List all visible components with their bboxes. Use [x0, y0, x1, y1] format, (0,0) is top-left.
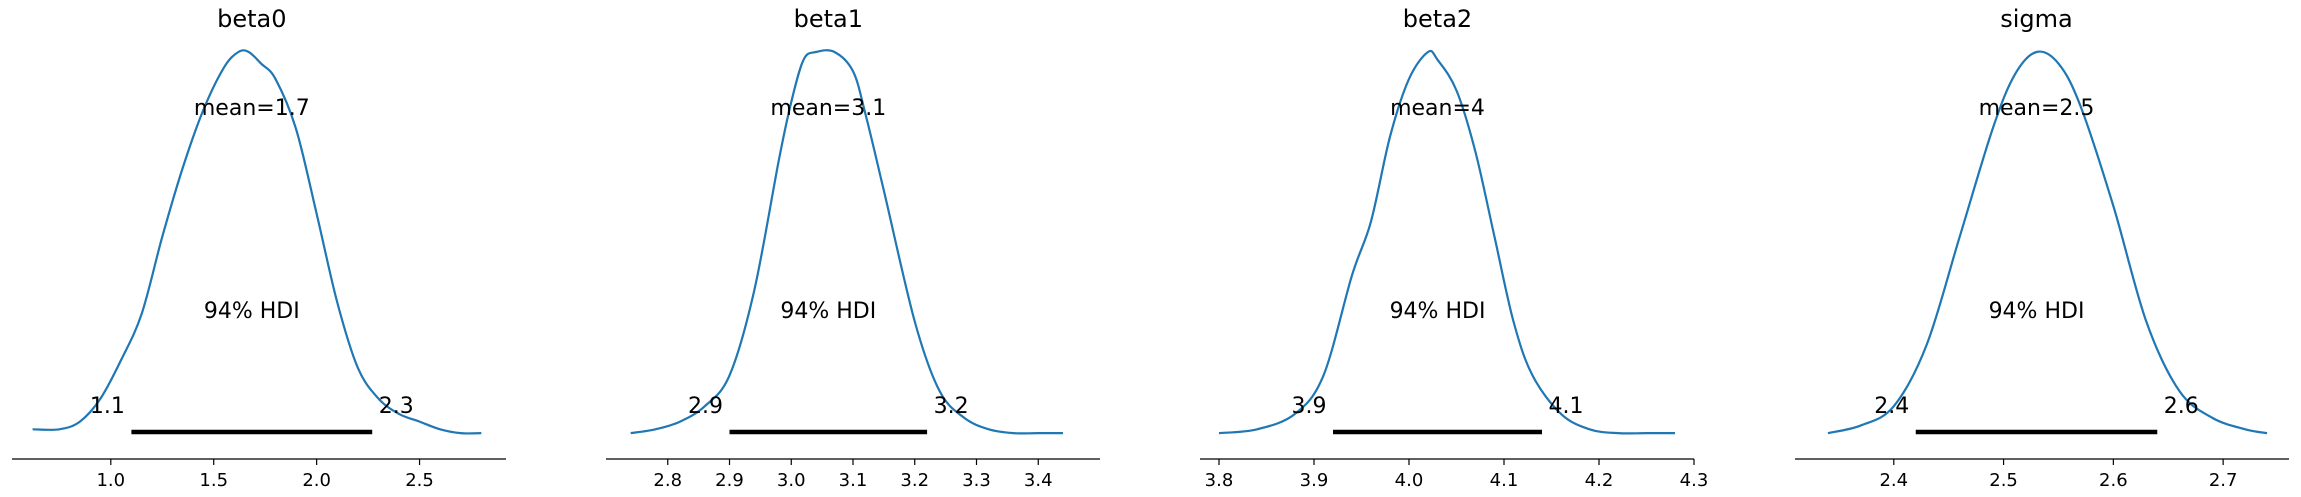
hdi-high-label: 2.6 [2164, 394, 2199, 419]
x-tick-label: 3.1 [839, 470, 868, 491]
mean-label: mean=2.5 [1979, 96, 2095, 121]
x-tick-label: 3.9 [1300, 470, 1329, 491]
x-tick-label: 3.3 [962, 470, 991, 491]
x-tick-label: 2.7 [2209, 470, 2238, 491]
x-tick-label: 1.0 [96, 470, 125, 491]
x-tick-label: 4.1 [1490, 470, 1519, 491]
panel-title: beta0 [217, 5, 286, 33]
hdi-low-label: 2.9 [688, 394, 723, 419]
panel-beta0: beta0 mean=1.7 94% HDI 1.1 2.3 1.0 1.5 2.0 2.5 [12, 5, 506, 491]
mean-label: mean=3.1 [770, 96, 886, 121]
hdi-low-label: 2.4 [1874, 394, 1909, 419]
hdi-label: 94% HDI [1989, 299, 2085, 324]
mean-label: mean=4 [1390, 96, 1485, 121]
x-tick-label: 3.8 [1205, 470, 1234, 491]
panel-title: beta1 [794, 5, 863, 33]
hdi-high-label: 4.1 [1549, 394, 1584, 419]
panel-title: sigma [2000, 5, 2073, 33]
x-tick-label: 3.2 [900, 470, 929, 491]
density-curve [1218, 49, 1675, 435]
density-curve [630, 49, 1063, 435]
density-curve [32, 49, 482, 435]
x-tick-label: 1.5 [199, 470, 228, 491]
x-tick-label: 2.6 [2099, 470, 2128, 491]
hdi-label: 94% HDI [204, 299, 300, 324]
x-tick-label: 2.0 [302, 470, 331, 491]
hdi-label: 94% HDI [1390, 299, 1486, 324]
hdi-low-label: 1.1 [90, 394, 125, 419]
x-tick-label: 4.3 [1680, 470, 1709, 491]
x-tick-label: 2.4 [1879, 470, 1908, 491]
x-tick-label: 4.2 [1585, 470, 1614, 491]
x-tick-label: 4.0 [1395, 470, 1424, 491]
hdi-label: 94% HDI [780, 299, 876, 324]
hdi-low-label: 3.9 [1292, 394, 1327, 419]
panel-beta1: beta1 mean=3.1 94% HDI 2.9 3.2 2.8 2.9 3.0 3.1 3.… [606, 5, 1100, 491]
density-curve [1827, 50, 2268, 435]
panel-sigma: sigma mean=2.5 94% HDI 2.4 2.6 2.4 2.5 2.6 2.7 [1795, 5, 2289, 491]
hdi-high-label: 2.3 [379, 394, 414, 419]
x-tick-label: 3.4 [1024, 470, 1053, 491]
panel-beta2: beta2 mean=4 94% HDI 3.9 4.1 3.8 3.9 4.0 4.1 4.2 4… [1200, 5, 1708, 491]
x-tick-label: 2.5 [1989, 470, 2018, 491]
mean-label: mean=1.7 [194, 96, 310, 121]
x-tick-label: 3.0 [777, 470, 806, 491]
panel-title: beta2 [1403, 5, 1472, 33]
x-tick-label: 2.8 [653, 470, 682, 491]
hdi-high-label: 3.2 [934, 394, 969, 419]
x-tick-label: 2.5 [405, 470, 434, 491]
x-tick-label: 2.9 [715, 470, 744, 491]
